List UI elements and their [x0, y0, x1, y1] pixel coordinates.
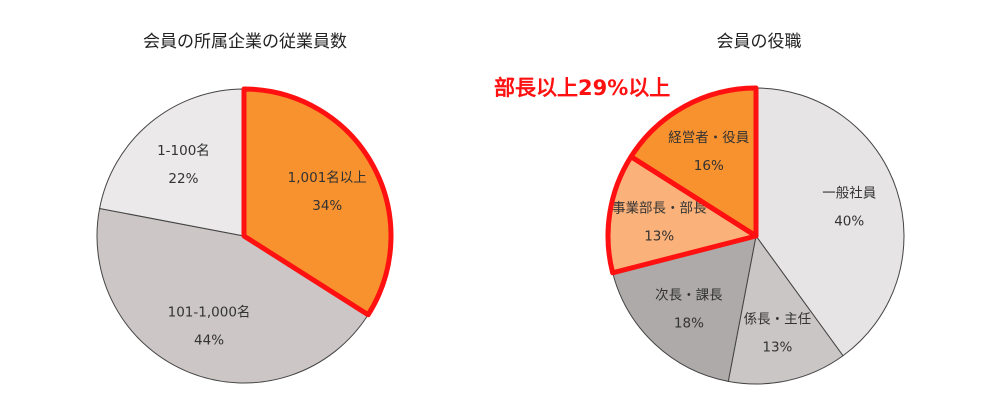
pie-slice-2: [727, 234, 844, 385]
slice-value-label: 18%: [674, 315, 704, 331]
position-panel: 会員の役職 一般社員 40% 係長・主任 13% 次長・課長 18% 事業部長・部長 13% 経…: [554, 0, 964, 410]
highlight-outline: [605, 154, 759, 276]
slice-value-label: 13%: [644, 229, 674, 245]
chart-title: 会員の所属企業の従業員数: [143, 32, 347, 52]
slice-value-label: 22%: [168, 171, 198, 187]
slice-value-label: 40%: [834, 214, 864, 230]
slice-category-label: 一般社員: [822, 186, 876, 202]
slice-category-label: 1-100名: [157, 143, 210, 159]
slice-value-label: 13%: [762, 340, 792, 356]
highlight-outline: [241, 86, 394, 318]
slice-category-label: 101-1,000名: [168, 304, 251, 320]
position-pie-chart: 一般社員 40% 係長・主任 13% 次長・課長 18% 事業部長・部長 13% 経営者・役員 1…: [605, 85, 905, 385]
slice-value-label: 44%: [194, 332, 224, 348]
pie-slice-2: [96, 207, 369, 384]
highlight-outline: [628, 85, 759, 239]
annotation-callout: 部長以上29%以上: [494, 76, 671, 100]
chart-title: 会員の役職: [716, 32, 802, 52]
employee-count-panel: 会員の所属企業の従業員数 1,001名以上 34% 101-1,000名 44% 1-1…: [40, 0, 450, 410]
slice-value-label: 16%: [694, 158, 724, 174]
slice-category-label: 経営者・役員: [668, 130, 749, 146]
pie-slice-1: [755, 87, 905, 357]
slice-value-label: 34%: [312, 198, 342, 214]
slice-category-label: 1,001名以上: [288, 170, 367, 186]
slice-category-label: 事業部長・部長: [612, 201, 707, 217]
pie-slice-3: [612, 235, 757, 382]
slice-category-label: 係長・主任: [744, 312, 812, 328]
pie-slice-3: [99, 88, 245, 237]
employee-count-pie-chart: 1,001名以上 34% 101-1,000名 44% 1-100名 22%: [96, 86, 394, 384]
slice-category-label: 次長・課長: [655, 287, 723, 303]
